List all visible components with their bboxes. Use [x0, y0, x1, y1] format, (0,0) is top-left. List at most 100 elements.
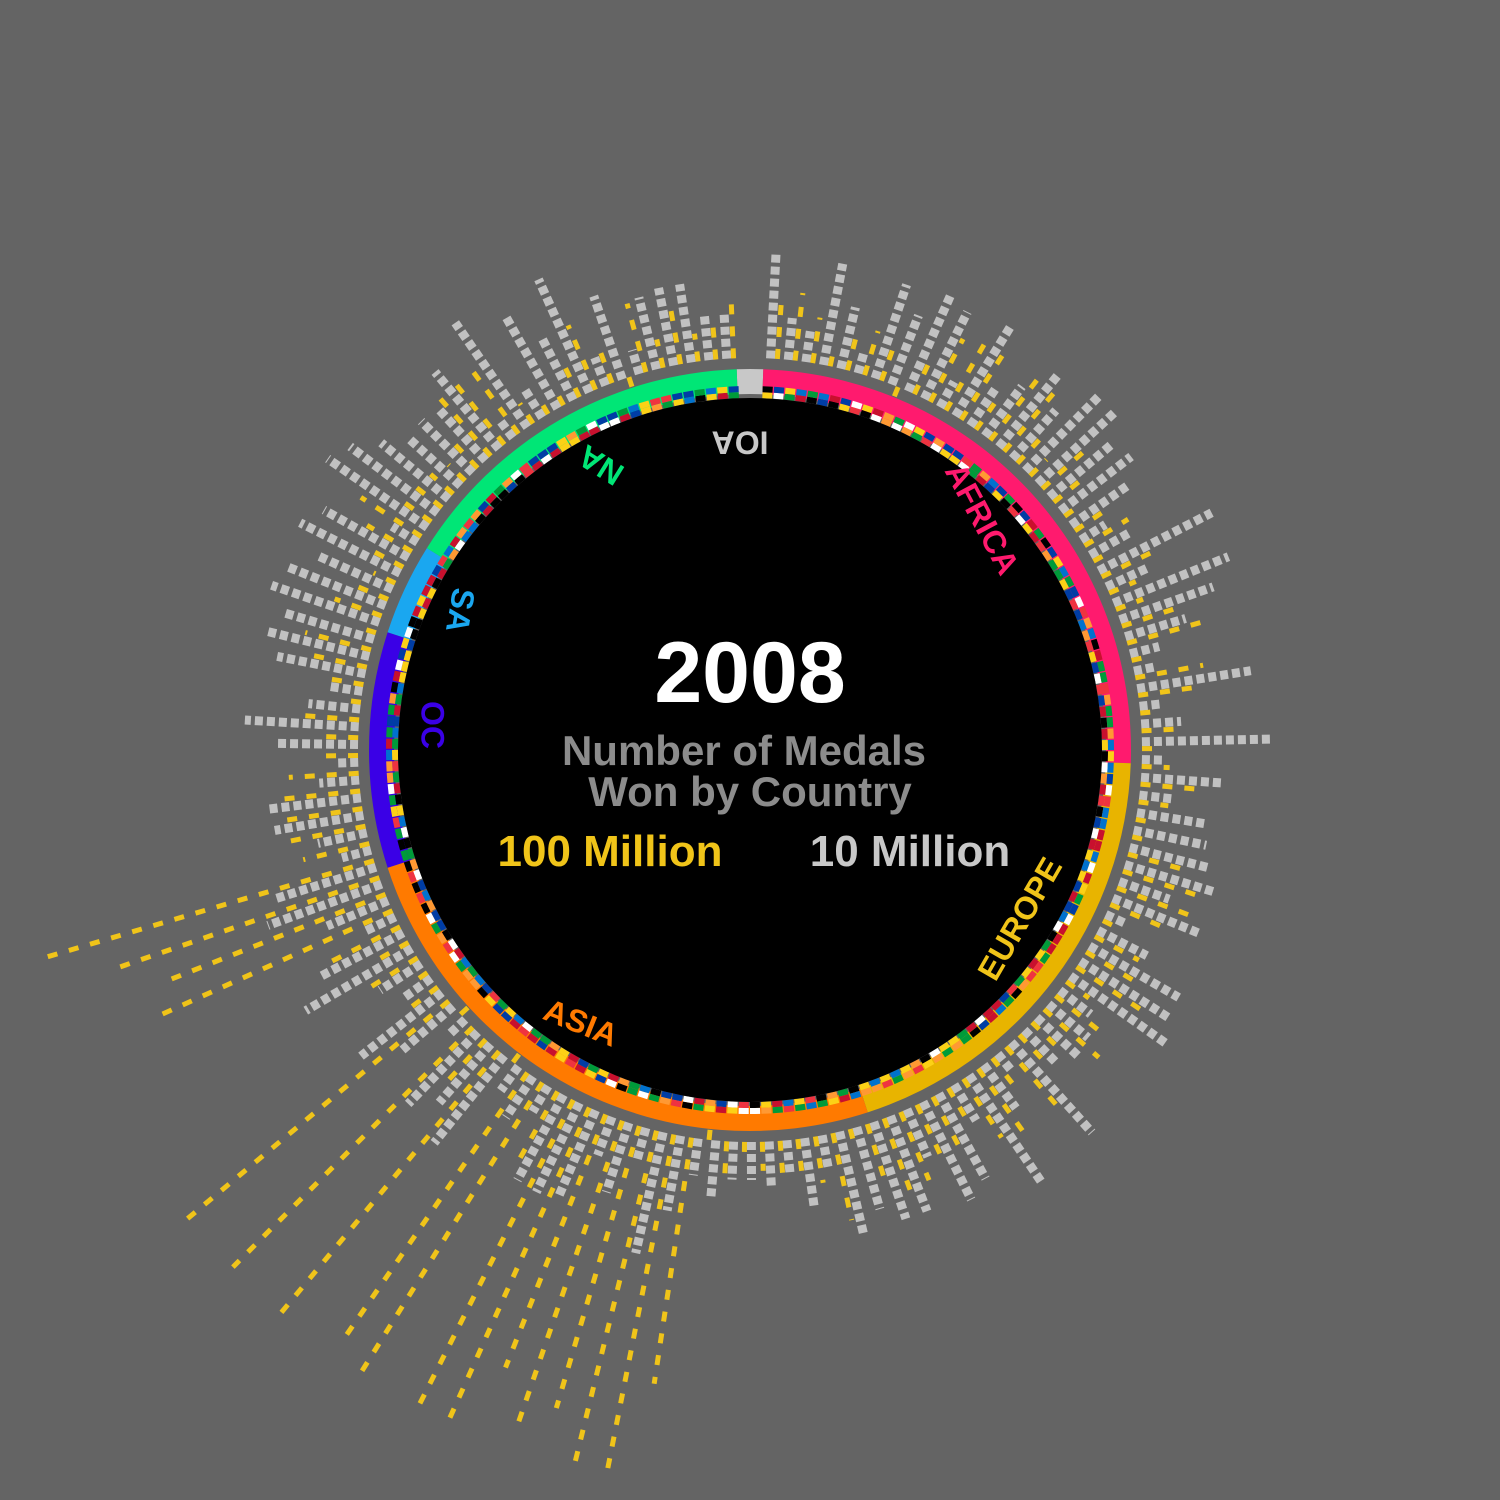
flag-cell — [995, 1004, 1007, 1016]
flag-cell — [717, 386, 728, 394]
flag-cell — [933, 437, 946, 448]
gold-ray — [167, 891, 387, 983]
gold-ray — [428, 472, 455, 496]
flag-cell — [1073, 893, 1084, 905]
flag-cell — [796, 389, 807, 397]
silver-ray — [764, 1141, 776, 1189]
flag-cell — [1047, 930, 1058, 942]
silver-ray — [836, 306, 860, 370]
gold-ray — [39, 858, 375, 962]
silver-ray — [1132, 825, 1208, 850]
flag-cell — [1064, 575, 1075, 588]
flag-cell — [537, 448, 549, 460]
flag-cell — [390, 806, 399, 817]
flag-cell — [651, 403, 663, 412]
flag-cell — [947, 1035, 960, 1047]
flag-cell — [392, 716, 400, 727]
flag-cell — [598, 421, 611, 431]
gold-ray — [651, 1137, 694, 1385]
flag-cell — [932, 1052, 944, 1064]
silver-ray — [1136, 666, 1252, 694]
flag-cell — [828, 1097, 840, 1106]
flag-cell — [1095, 684, 1104, 695]
flag-cell — [1046, 546, 1058, 559]
flag-cell — [1010, 987, 1023, 1000]
flag-cell — [1039, 952, 1051, 964]
flag-cell — [587, 1063, 600, 1074]
silver-ray — [447, 1016, 469, 1037]
flag-cell — [966, 467, 979, 479]
silver-ray — [340, 845, 373, 863]
gold-ray — [1092, 554, 1104, 564]
flag-cell — [772, 1106, 783, 1114]
flag-cell — [539, 1034, 552, 1046]
gold-ray — [912, 353, 936, 396]
silver-ray — [399, 1002, 457, 1054]
flag-cell — [861, 404, 874, 414]
flag-cell — [474, 513, 486, 525]
silver-ray — [303, 944, 415, 1015]
silver-ray — [801, 330, 815, 363]
flag-cell — [942, 443, 955, 454]
silver-ray — [1022, 392, 1103, 475]
flag-cell — [1041, 939, 1052, 952]
flag-cell — [794, 1103, 806, 1112]
flag-cell — [1006, 983, 1018, 996]
flag-cell — [960, 1033, 973, 1045]
gold-ray — [440, 1037, 488, 1089]
flag-cell — [474, 974, 486, 986]
silver-ray — [336, 757, 359, 768]
flag-cell — [392, 738, 399, 749]
gold-ray — [1141, 763, 1170, 771]
gold-ray — [1141, 726, 1175, 734]
flag-cell — [411, 881, 421, 894]
gold-ray — [845, 338, 858, 371]
gold-ray — [276, 806, 363, 825]
silver-ray — [783, 317, 797, 361]
silver-ray — [321, 506, 411, 562]
flag-cell — [762, 386, 773, 393]
gold-ray — [1028, 457, 1049, 478]
flag-cell — [1081, 859, 1091, 872]
flag-cell — [750, 1101, 760, 1108]
flag-cell — [986, 1011, 999, 1024]
flag-cell — [851, 400, 863, 410]
silver-ray — [995, 370, 1063, 450]
gold-ray — [117, 875, 381, 970]
flag-cell — [818, 392, 830, 401]
flag-cell — [578, 431, 591, 441]
flag-cell — [1093, 817, 1102, 829]
flag-cell — [431, 564, 442, 577]
flag-cell — [909, 1059, 922, 1069]
silver-ray — [719, 310, 732, 359]
flag-cell — [773, 392, 784, 400]
flag-cell — [1028, 531, 1040, 544]
silver-ray — [1021, 1026, 1061, 1067]
region-label-ioa: IOA — [712, 425, 769, 461]
gold-ray — [321, 752, 359, 759]
region-arc-ioa — [736, 369, 764, 395]
flag-cell — [1082, 872, 1093, 884]
silver-ray — [555, 1108, 600, 1197]
gold-ray — [864, 1123, 889, 1186]
flag-cell — [838, 403, 850, 412]
flag-cell — [637, 1090, 649, 1100]
flag-cell — [448, 951, 460, 963]
flag-cell — [386, 738, 393, 749]
country-flag-strip — [386, 386, 1114, 1114]
gold-ray — [914, 1103, 943, 1155]
flag-cell — [872, 407, 884, 418]
flag-cell — [394, 693, 403, 705]
flag-cell — [393, 783, 401, 794]
flag-cell — [1081, 629, 1091, 642]
flag-cell — [386, 772, 394, 783]
flag-cell — [705, 387, 717, 395]
flag-cell — [1097, 660, 1106, 672]
flag-cell — [659, 1096, 671, 1105]
flag-cell — [431, 922, 442, 935]
flag-cell — [999, 497, 1011, 510]
gold-ray — [1017, 1033, 1045, 1062]
flag-cell — [727, 1101, 738, 1108]
flag-cell — [1069, 585, 1080, 598]
silver-ray — [1117, 877, 1171, 904]
